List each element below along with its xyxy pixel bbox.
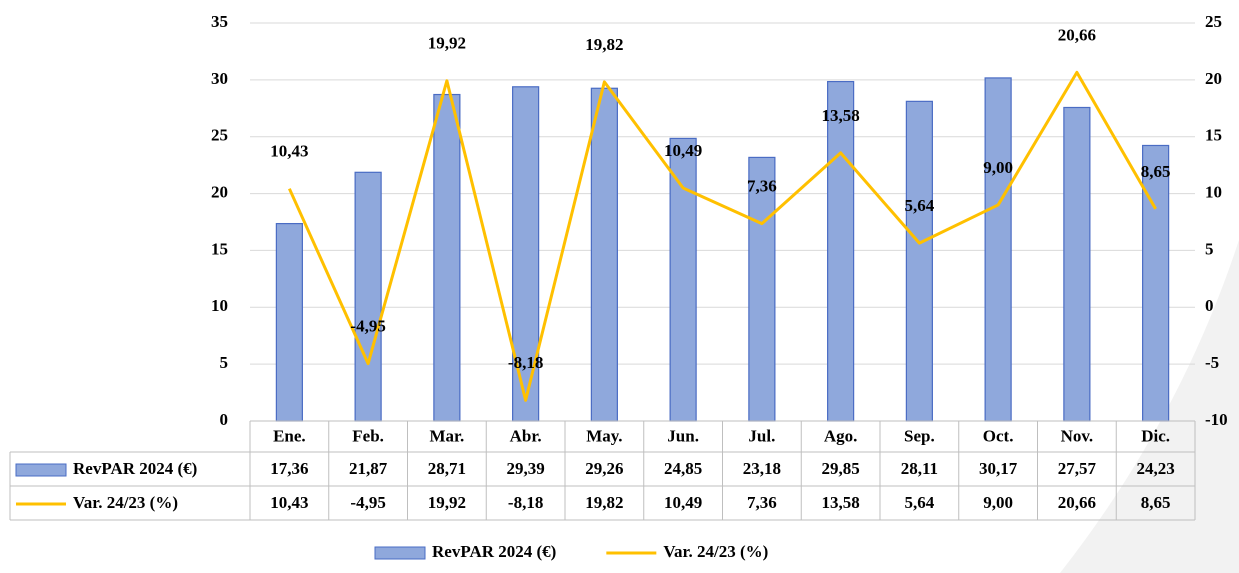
y2-tick-label: -5	[1205, 353, 1219, 372]
table-cell: 29,39	[507, 459, 545, 478]
data-label: 19,92	[428, 34, 466, 53]
data-label: -8,18	[508, 353, 543, 372]
table-cell: 28,11	[901, 459, 938, 478]
table-cell: 20,66	[1058, 493, 1096, 512]
bar	[827, 80, 855, 422]
table-cell: 10,43	[270, 493, 308, 512]
table-cell: 28,71	[428, 459, 466, 478]
bar	[1142, 144, 1170, 422]
table-cell: 24,23	[1137, 459, 1175, 478]
y2-tick-label: 0	[1205, 296, 1214, 315]
table-cell: 30,17	[979, 459, 1018, 478]
table-cell: 5,64	[905, 493, 935, 512]
table-cell: 7,36	[747, 493, 777, 512]
legend-label: RevPAR 2024 (€)	[432, 542, 556, 561]
table-cell: 9,00	[983, 493, 1013, 512]
data-label: -4,95	[350, 316, 385, 335]
bar	[1063, 106, 1091, 422]
data-label: 9,00	[983, 158, 1013, 177]
decoration	[1060, 240, 1239, 573]
x-tick-label: Abr.	[510, 426, 542, 445]
y-tick-label: 35	[211, 12, 228, 31]
bar	[354, 171, 382, 422]
data-label: 20,66	[1058, 25, 1096, 44]
data-label: 7,36	[747, 176, 777, 195]
table-cell: -4,95	[350, 493, 385, 512]
x-tick-label: Sep.	[904, 426, 935, 445]
table-cell: 19,92	[428, 493, 466, 512]
x-tick-label: Ene.	[273, 426, 306, 445]
data-label: 19,82	[585, 35, 623, 54]
bar	[905, 100, 933, 422]
table-cell: 27,57	[1058, 459, 1097, 478]
y2-tick-label: -10	[1205, 410, 1228, 429]
x-tick-label: Jun.	[667, 426, 699, 445]
table-cell: 23,18	[743, 459, 781, 478]
y2-tick-label: 25	[1205, 12, 1222, 31]
x-tick-label: Mar.	[429, 426, 464, 445]
data-label: 5,64	[905, 196, 935, 215]
table-series-name: Var. 24/23 (%)	[73, 493, 178, 512]
x-tick-label: Feb.	[352, 426, 384, 445]
table-cell: -8,18	[508, 493, 543, 512]
legend-key	[15, 463, 67, 477]
table-cell: 13,58	[822, 493, 860, 512]
y2-tick-label: 20	[1205, 69, 1222, 88]
y-tick-label: 10	[211, 296, 228, 315]
table-cell: 19,82	[585, 493, 623, 512]
x-tick-label: Nov.	[1061, 426, 1094, 445]
table-series-name: RevPAR 2024 (€)	[73, 459, 197, 478]
table-cell: 29,26	[585, 459, 623, 478]
table-cell: 24,85	[664, 459, 702, 478]
x-tick-label: Ago.	[824, 426, 858, 445]
y2-tick-label: 15	[1205, 126, 1222, 145]
legend-key	[374, 546, 426, 560]
bar	[984, 77, 1012, 422]
table-cell: 17,36	[270, 459, 308, 478]
y2-tick-label: 10	[1205, 182, 1222, 201]
table-cell: 21,87	[349, 459, 388, 478]
line	[288, 70, 1157, 402]
x-tick-label: Jul.	[748, 426, 775, 445]
y-tick-label: 0	[220, 410, 229, 429]
data-label: 10,49	[664, 141, 702, 160]
y-tick-label: 20	[211, 182, 228, 201]
y-tick-label: 25	[211, 126, 228, 145]
bar	[669, 137, 697, 422]
table-cell: 8,65	[1141, 493, 1171, 512]
x-tick-label: Dic.	[1141, 426, 1170, 445]
bar	[275, 222, 303, 422]
table-cell: 10,49	[664, 493, 702, 512]
data-label: 10,43	[270, 142, 308, 161]
legend-label: Var. 24/23 (%)	[663, 542, 768, 561]
bar	[590, 87, 618, 422]
bar	[748, 156, 776, 422]
table-cell: 29,85	[822, 459, 860, 478]
data-label: 8,65	[1141, 162, 1171, 181]
bar	[433, 93, 461, 422]
y-tick-label: 15	[211, 239, 228, 258]
y-tick-label: 30	[211, 69, 228, 88]
y-tick-label: 5	[220, 353, 229, 372]
x-tick-label: Oct.	[983, 426, 1014, 445]
y2-tick-label: 5	[1205, 239, 1214, 258]
data-label: 13,58	[822, 106, 860, 125]
x-tick-label: May.	[586, 426, 622, 445]
